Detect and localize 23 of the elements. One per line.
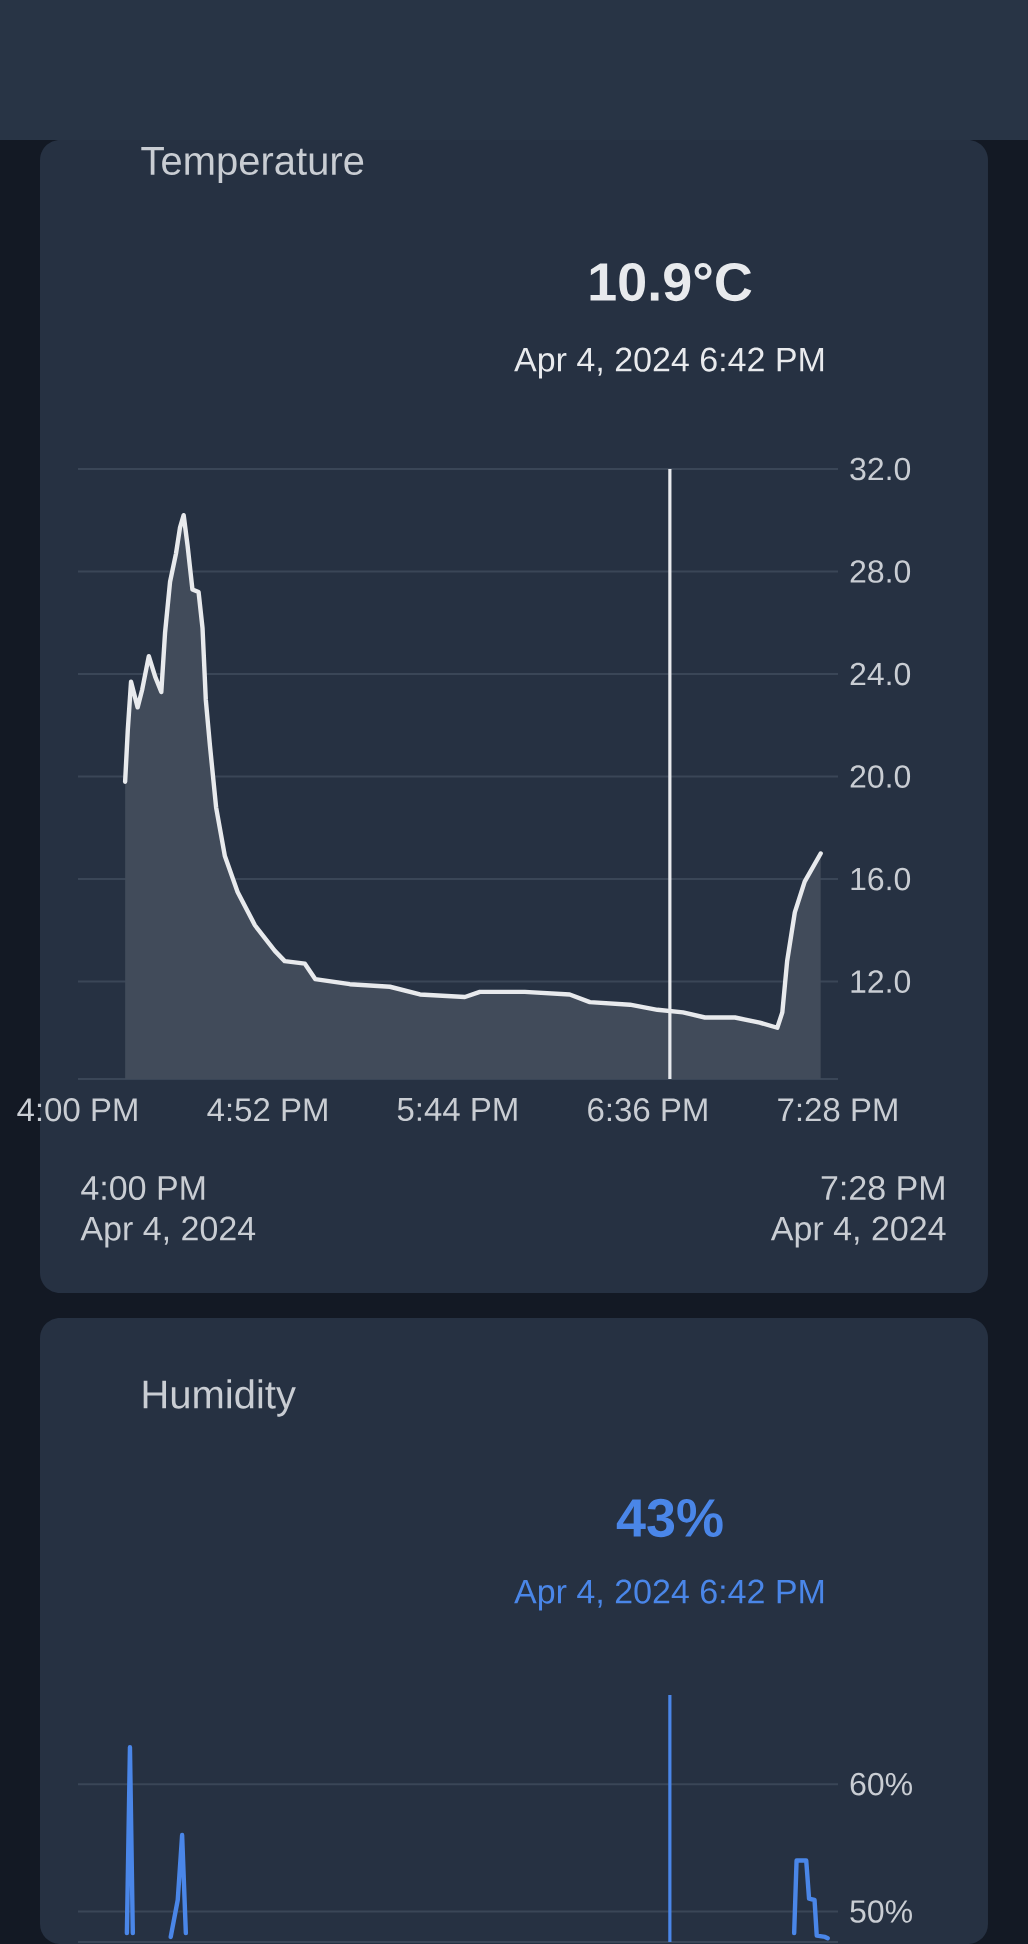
chart-title: Temperature xyxy=(141,147,364,183)
y-tick-label: 20.0 xyxy=(850,765,911,788)
text: 10.9°C xyxy=(590,262,752,302)
text: 43% xyxy=(616,1498,723,1538)
text: Apr 4, 2024 6:42 PM xyxy=(514,1579,824,1611)
y-tick-label: 16.0 xyxy=(851,867,911,891)
y-tick-label: 24.0 xyxy=(850,662,911,686)
y-tick-label: 60% xyxy=(850,1772,912,1796)
text: Apr 4, 2024 xyxy=(770,1216,946,1248)
x-tick-label: 4:00 PM xyxy=(17,1098,137,1122)
x-tick-label: 7:28 PM xyxy=(778,1098,897,1122)
y-tick-label: 28.0 xyxy=(850,560,911,583)
text: 4:00 PM xyxy=(81,1175,205,1201)
y-tick-label: 32.0 xyxy=(850,457,911,481)
text: Apr 4, 2024 xyxy=(80,1216,256,1248)
chart-title: Humidity xyxy=(143,1379,296,1417)
text: 7:28 PM xyxy=(821,1175,944,1201)
x-tick-label: 4:52 PM xyxy=(207,1098,327,1122)
y-tick-label: 50% xyxy=(850,1900,912,1923)
x-tick-label: 5:44 PM xyxy=(397,1098,517,1122)
text: Apr 4, 2024 6:42 PM xyxy=(514,347,824,379)
y-tick-label: 12.0 xyxy=(851,970,911,993)
x-tick-label: 6:36 PM xyxy=(588,1098,707,1122)
